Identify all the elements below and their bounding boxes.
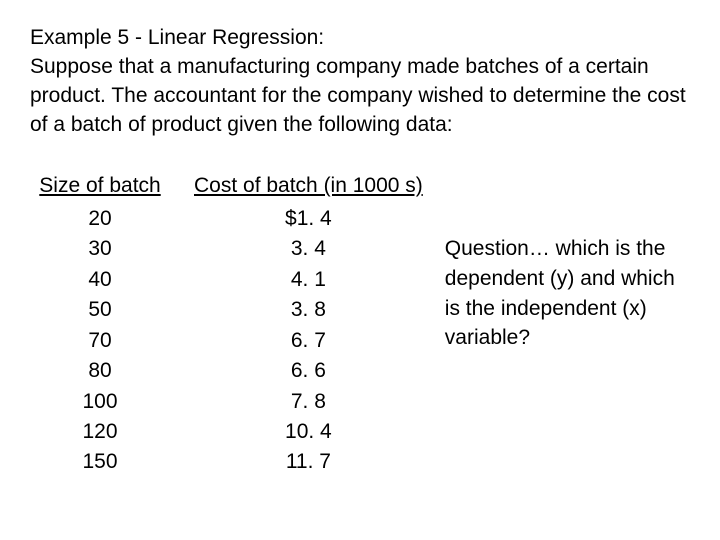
table-cell: 70: [88, 326, 111, 356]
table-cell: 100: [82, 387, 117, 417]
question-text: Question… which is the dependent (y) and…: [445, 234, 690, 353]
cost-column-header: Cost of batch (in 1000 s): [194, 174, 423, 198]
table-cell: 50: [88, 295, 111, 325]
table-cell: 30: [88, 234, 111, 264]
table-cell: 3. 8: [291, 295, 326, 325]
table-cell: 6. 6: [291, 356, 326, 386]
data-table: Size of batch 20 30 40 50 70 80 100 120 …: [30, 174, 423, 478]
table-cell: 10. 4: [285, 417, 332, 447]
table-cell: $1. 4: [285, 204, 332, 234]
table-cell: 80: [88, 356, 111, 386]
table-cell: 11. 7: [286, 447, 331, 477]
table-cell: 20: [88, 204, 111, 234]
content-area: Size of batch 20 30 40 50 70 80 100 120 …: [30, 174, 690, 478]
size-column: Size of batch 20 30 40 50 70 80 100 120 …: [30, 174, 170, 478]
table-cell: 3. 4: [291, 234, 326, 264]
table-cell: 4. 1: [291, 265, 326, 295]
size-column-header: Size of batch: [39, 174, 160, 198]
table-cell: 120: [82, 417, 117, 447]
table-cell: 7. 8: [291, 387, 326, 417]
table-cell: 6. 7: [291, 326, 326, 356]
example-title: Example 5 - Linear Regression:: [30, 24, 690, 53]
example-description: Suppose that a manufacturing company mad…: [30, 53, 690, 140]
table-cell: 40: [88, 265, 111, 295]
header-block: Example 5 - Linear Regression: Suppose t…: [30, 24, 690, 140]
table-cell: 150: [82, 447, 117, 477]
cost-column: Cost of batch (in 1000 s) $1. 4 3. 4 4. …: [194, 174, 423, 478]
